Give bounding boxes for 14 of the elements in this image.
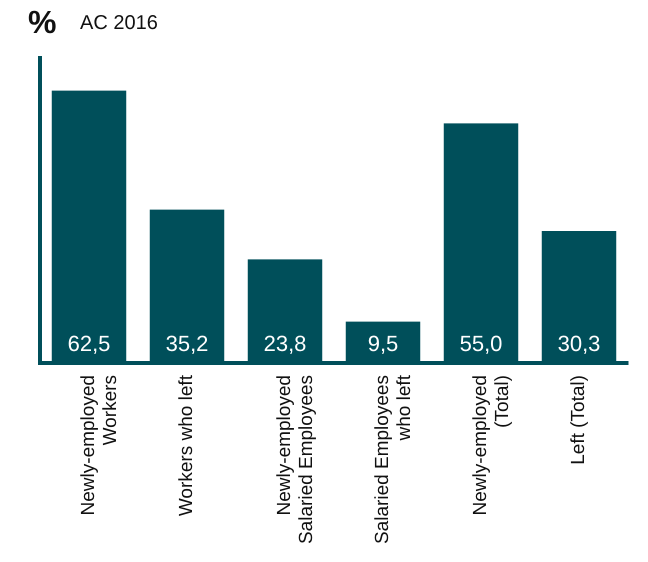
data-label: 55,0 <box>460 331 502 356</box>
data-label: 23,8 <box>264 331 306 356</box>
data-label: 9,5 <box>368 331 398 356</box>
chart-title: AC 2016 <box>80 12 158 35</box>
x-tick-label: Left (Total) <box>568 375 590 465</box>
x-tick-label: Newly-employed Workers <box>78 375 122 516</box>
data-label: 62,5 <box>68 331 110 356</box>
y-axis-title: % <box>28 4 56 41</box>
x-tick-label: Workers who left <box>176 374 198 516</box>
x-tick-label: Salaried Employees who left <box>372 374 416 544</box>
x-tick-label: Newly-employed (Total) <box>470 375 514 516</box>
data-label: 30,3 <box>558 331 600 356</box>
x-tick-label: Newly-employed Salaried Employees <box>274 375 318 544</box>
data-label: 35,2 <box>166 331 208 356</box>
